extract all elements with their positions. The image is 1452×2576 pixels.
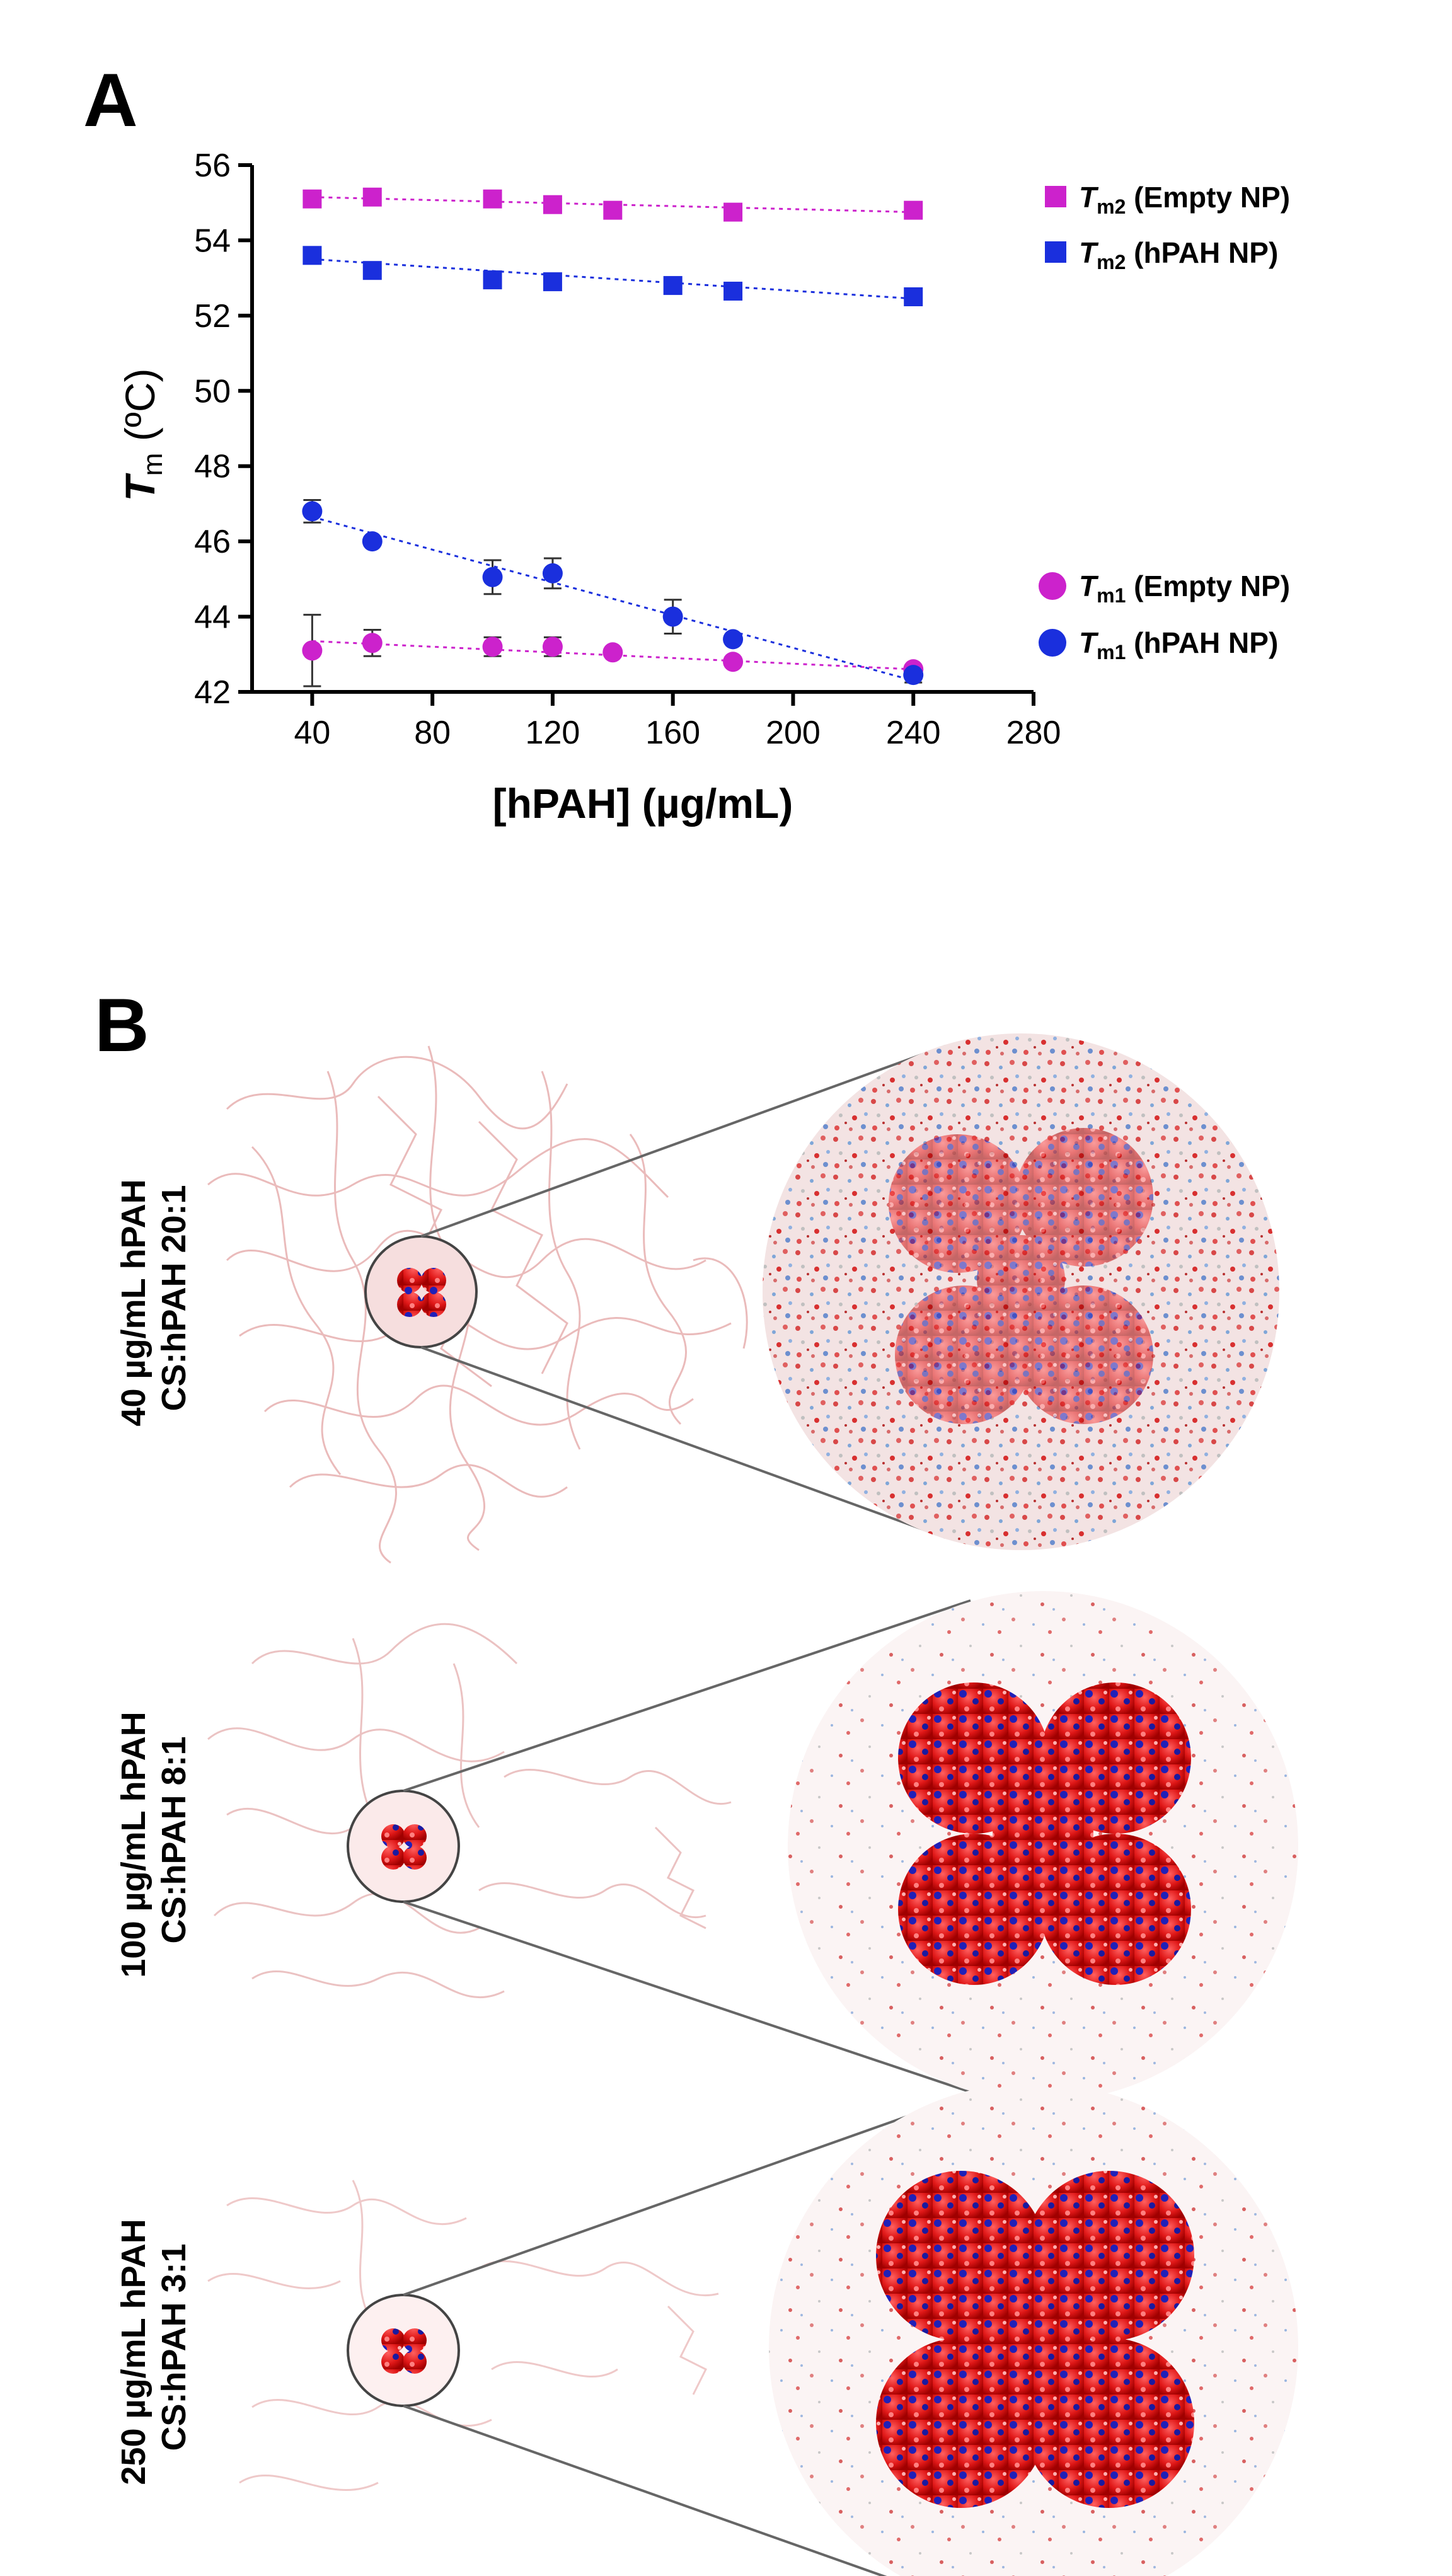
trend-line-series-2 [312, 640, 914, 670]
data-point-square [904, 287, 923, 306]
data-point-square [663, 276, 683, 296]
zoom-line-bottom-1 [420, 1346, 946, 1539]
legend-item-tm2-empty: Tm2 (Empty NP) [1045, 181, 1290, 218]
zoom-view-2 [788, 1591, 1298, 2102]
legend-swatch-tm1-empty [1039, 572, 1066, 600]
legend-item-tm1-empty: Tm1 (Empty NP) [1039, 570, 1290, 607]
data-point-circle [542, 636, 563, 657]
data-point-square [543, 195, 562, 214]
data-point-circle [723, 652, 744, 672]
data-point-square [362, 261, 382, 280]
panel-a-label: A [83, 58, 138, 142]
svg-text:Tm2 (Empty NP): Tm2 (Empty NP) [1079, 181, 1290, 218]
polymer-cloud-3 [207, 2180, 719, 2491]
data-point-circle [482, 566, 503, 587]
svg-text:Tm1 (Empty NP): Tm1 (Empty NP) [1079, 570, 1290, 607]
simulation-row-1: 40 µg/mL hPAH CS:hPAH 20:1 [115, 1033, 1279, 1564]
x-tick-label: 200 [766, 715, 821, 751]
data-point-circle [302, 501, 323, 522]
x-ticks: 40 80 120 160 200 240 280 [294, 692, 1061, 751]
y-tick-label: 42 [194, 674, 231, 711]
y-ticks: 42 44 46 48 50 52 54 56 [194, 147, 252, 711]
trend-line-series-1 [312, 258, 914, 300]
legend-item-tm2-hpah: Tm2 (hPAH NP) [1045, 236, 1278, 273]
legend-swatch-tm1-hpah [1039, 629, 1066, 657]
x-tick-label: 240 [886, 715, 941, 751]
data-point-square [483, 189, 502, 209]
svg-text:Tm2 (hPAH NP): Tm2 (hPAH NP) [1079, 236, 1278, 273]
legend-item-tm1-hpah: Tm1 (hPAH NP) [1039, 626, 1278, 664]
protein-small-1 [397, 1268, 446, 1317]
row-3-label: 250 µg/mL hPAH CS:hPAH 3:1 [115, 2209, 193, 2485]
trend-line-series-0 [312, 196, 914, 214]
protein-small-3 [381, 2328, 427, 2374]
x-tick-label: 80 [414, 715, 451, 751]
zoom-line-top-3 [403, 2097, 959, 2296]
y-tick-label: 44 [194, 599, 231, 636]
data-point-square [723, 282, 743, 301]
protein-small-2 [381, 1824, 427, 1870]
data-point-circle [903, 665, 924, 686]
row-2-label: 100 µg/mL hPAH CS:hPAH 8:1 [115, 1702, 193, 1977]
y-tick-label: 48 [194, 449, 231, 485]
data-point-square [603, 200, 623, 220]
data-point-circle [723, 629, 744, 650]
legend-bottom: Tm1 (Empty NP) Tm1 (hPAH NP) [1039, 570, 1290, 664]
y-tick-label: 54 [194, 222, 231, 259]
zoom-view-1 [763, 1033, 1279, 1550]
data-point-square [302, 189, 322, 209]
x-tick-label: 160 [645, 715, 700, 751]
x-tick-label: 40 [294, 715, 330, 751]
data-point-square [302, 246, 322, 265]
panel-b-label: B [95, 983, 149, 1067]
y-tick-label: 46 [194, 524, 231, 560]
data-point-circle [362, 633, 383, 653]
zoom-line-bottom-2 [403, 1900, 971, 2093]
data-point-circle [362, 531, 383, 552]
data-point-circle [482, 636, 503, 657]
y-tick-label: 56 [194, 147, 231, 184]
zoom-view-3 [769, 2083, 1298, 2576]
polymer-cloud-2 [207, 1623, 732, 1999]
svg-text:Tm1 (hPAH NP): Tm1 (hPAH NP) [1079, 626, 1278, 664]
zoom-circle-small-3 [347, 2294, 460, 2407]
chart-a: 42 44 46 48 50 52 54 56 40 80 120 160 200 240 280 Tm … [117, 147, 1290, 827]
data-point-square [543, 272, 562, 292]
x-tick-label: 120 [526, 715, 580, 751]
data-point-square [483, 270, 502, 290]
simulation-row-2: 100 µg/mL hPAH CS:hPAH 8:1 [115, 1591, 1298, 2102]
row-1-label: 40 µg/mL hPAH CS:hPAH 20:1 [115, 1170, 193, 1426]
zoom-circle-small-1 [364, 1235, 478, 1348]
trend-lines [311, 196, 914, 682]
data-point-square [723, 202, 743, 222]
data-point-circle [662, 606, 683, 627]
y-axis-title: Tm (ºC) [117, 368, 168, 501]
y-tick-label: 50 [194, 373, 231, 410]
trend-line-series-3 [311, 515, 914, 682]
data-point-circle [602, 642, 623, 663]
polymer-cloud-1 [207, 1045, 748, 1564]
zoom-circle-small-2 [347, 1790, 460, 1903]
zoom-line-top-2 [403, 1599, 971, 1792]
zoom-line-top-1 [420, 1045, 946, 1238]
data-points [302, 187, 924, 686]
legend-swatch-tm2-hpah [1045, 241, 1066, 263]
data-point-square [362, 187, 382, 207]
data-point-circle [542, 563, 563, 584]
simulation-row-3: 250 µg/mL hPAH CS:hPAH 3:1 [115, 2083, 1298, 2576]
legend-swatch-tm2-empty [1045, 186, 1066, 207]
zoom-line-bottom-3 [403, 2405, 887, 2576]
data-point-square [904, 200, 923, 220]
legend-top: Tm2 (Empty NP) Tm2 (hPAH NP) [1045, 181, 1290, 273]
data-point-circle [302, 640, 323, 661]
x-tick-label: 280 [1006, 715, 1061, 751]
y-tick-label: 52 [194, 298, 231, 335]
x-axis-title: [hPAH] (µg/mL) [493, 780, 793, 827]
